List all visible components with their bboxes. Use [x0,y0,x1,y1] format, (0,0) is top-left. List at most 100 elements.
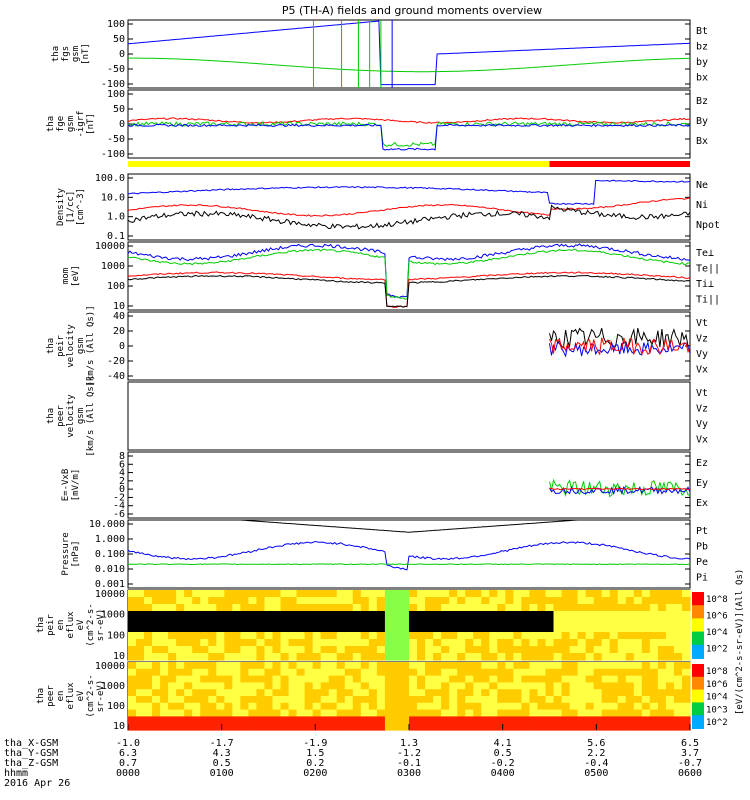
peir-spec-cell [312,604,322,612]
peer-spec-cell [368,709,378,717]
peir-spec-cell [601,653,611,661]
peer-spec-cell [569,702,579,711]
peir-spec-cell [208,625,217,633]
peir-spec-cell [673,653,683,661]
y-tick-label: 10 [113,721,125,732]
peer-spec-cell [360,709,370,717]
peer_spec-ylabel: tha peer en eflux eV (cm^2-s-sr-eV) [36,674,106,717]
peir-spec-cell [417,646,426,654]
peer-spec-cell [248,662,258,670]
y-tick-label: 40 [113,311,125,322]
peer-spec-cell [641,662,651,670]
peer-spec-cell [136,702,145,711]
peer-spec-cell [336,709,346,717]
colorbar-tick: 10^8 [706,595,728,605]
legend-Vy: Vy [696,419,708,430]
peir-spec-cell [601,646,611,654]
peer-spec-cell [617,702,627,711]
peir-spec-cell [665,611,675,619]
peir-spec-cell [449,625,458,633]
peer-spec-cell [417,716,426,724]
peer-spec-cell [264,702,274,711]
peer-spec-cell [593,675,603,683]
peer-spec-cell [465,696,474,704]
peer-spec-cell [617,723,627,731]
peer-spec-cell [256,675,266,683]
peir-spec-cell [513,653,522,661]
peer-spec-cell [288,668,298,677]
peir-spec-cell [673,646,683,654]
peer-spec-cell [489,723,498,731]
peir-spec-cell [192,653,201,661]
peer-spec-cell [425,675,434,683]
peer-spec-cell [128,696,137,704]
xaxis-value: -1.7 [210,738,234,749]
peer-spec-cell [232,668,241,677]
peer-spec-cell [208,716,217,724]
peer-spec-cell [577,696,587,704]
peer-spec-cell [657,668,667,677]
peir-spec-cell [184,590,193,598]
peir-spec-cell [224,632,233,640]
peer-spec-cell [168,668,177,677]
peir-spec-cell [529,625,539,633]
peer-spec-cell [200,723,209,731]
peer-spec-cell [352,662,362,670]
peer-spec-cell [320,702,330,711]
peer-spec-cell [409,723,418,731]
peer-spec-cell [601,662,611,670]
peir-spec-cell [625,653,635,661]
ylabel-line: eV [76,619,86,630]
Ti-perp-line [127,243,691,299]
peer-spec-cell [280,709,290,717]
peir-spec-cell [617,590,627,598]
peer-spec-cell [224,709,233,717]
peir-spec-cell [425,590,434,598]
peir-spec-cell [312,653,322,661]
peir-spec-cell [176,590,185,598]
peir-spec-cell [489,597,498,605]
peir-spec-cell [481,625,490,633]
peer-spec-cell [176,716,185,724]
peer-spec-cell [609,702,619,711]
peir-spec-cell [304,653,314,661]
peir-spec-cell [384,653,394,661]
peer-spec-cell [328,682,338,690]
y-tick-label: 100 [107,281,125,292]
peir-spec-cell [665,639,675,647]
peer-spec-cell [328,723,338,731]
peer-spec-cell [545,682,555,690]
peir-spec-cell [304,646,314,654]
peer-spec-cell [633,696,643,704]
peer-spec-cell [433,709,442,717]
peir-spec-cell [304,639,314,647]
peir-spec-cell [473,604,482,612]
peer-spec-cell [312,716,322,724]
peir-spec-cell [569,639,579,647]
peir-spec-cell [256,625,266,633]
peer-spec-cell [312,682,322,690]
peer-spec-cell [264,696,274,704]
peer-spec-cell [352,689,362,697]
y-tick-label: 100 [107,701,125,712]
peir-spec-cell [344,632,354,640]
peer-spec-cell [465,709,474,717]
peer-spec-cell [144,716,153,724]
peir-spec-cell [473,625,482,633]
peer-spec-cell [553,662,563,670]
peir-spec-cell [304,597,314,605]
peer-spec-cell [649,675,659,683]
peir-spec-cell [409,590,418,598]
ylabel-line: [mV/m] [71,469,81,502]
peer-spec-cell [272,662,282,670]
peir-spec-cell [569,632,579,640]
peer-spec-cell [537,716,547,724]
peer-spec-cell [264,723,274,731]
peir-spec-cell [224,639,233,647]
ylabel-line: sr-eV) [96,609,106,642]
peir-spec-cell [649,590,659,598]
peer-spec-cell [641,709,651,717]
peer-spec-cell [673,668,683,677]
peir-spec-cell [144,604,153,612]
peir-spec-cell [376,590,386,598]
